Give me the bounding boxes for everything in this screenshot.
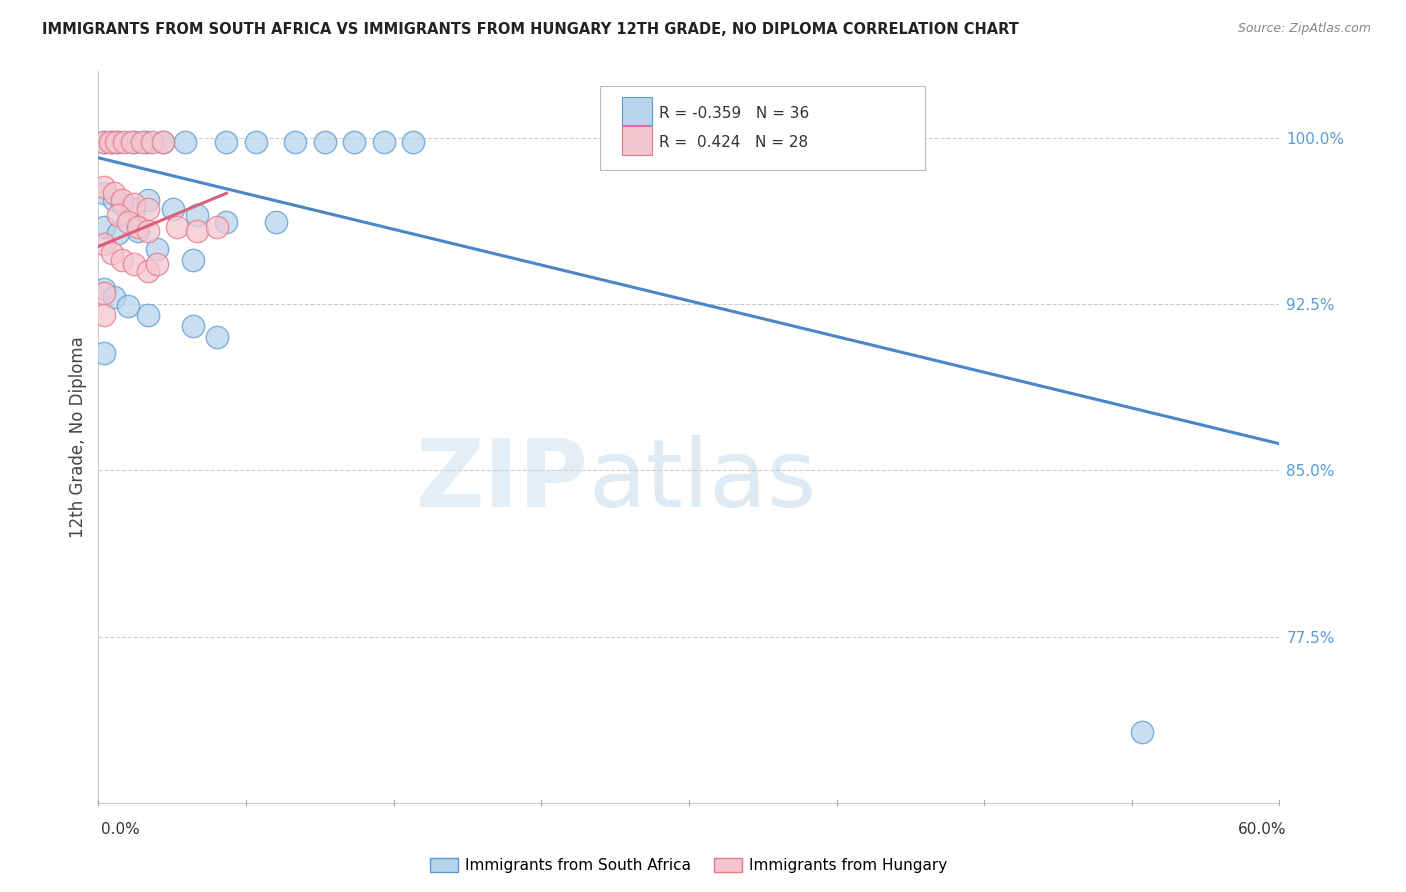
Point [103,290,125,304]
Point [93,179,115,194]
Point [105,136,128,150]
Point [127,219,149,234]
Point [93,186,115,201]
Point [111,252,134,267]
Point [162,202,184,216]
FancyBboxPatch shape [621,97,652,126]
Point [122,257,145,271]
Point [93,219,115,234]
FancyBboxPatch shape [600,86,925,170]
Point [122,136,145,150]
Point [215,136,238,150]
Point [343,136,366,150]
Point [284,136,307,150]
Point [152,136,174,150]
Point [111,197,134,211]
Text: 60.0%: 60.0% [1239,822,1286,837]
Point [373,136,395,150]
Point [136,193,159,207]
Point [186,209,208,223]
Y-axis label: 12th Grade, No Diploma: 12th Grade, No Diploma [69,336,87,538]
Point [215,215,238,229]
Point [174,136,197,150]
Point [93,346,115,360]
Text: ZIP: ZIP [416,435,589,527]
Point [121,136,143,150]
Point [122,197,145,211]
Text: IMMIGRANTS FROM SOUTH AFRICA VS IMMIGRANTS FROM HUNGARY 12TH GRADE, NO DIPLOMA C: IMMIGRANTS FROM SOUTH AFRICA VS IMMIGRAN… [42,22,1019,37]
Point [117,299,139,313]
FancyBboxPatch shape [621,126,652,154]
Point [136,308,159,322]
Point [314,136,336,150]
Point [205,330,228,344]
Text: R =  0.424   N = 28: R = 0.424 N = 28 [659,135,808,150]
Point [245,136,267,150]
Point [93,136,115,150]
Text: R = -0.359   N = 36: R = -0.359 N = 36 [659,105,810,120]
Point [117,215,139,229]
Point [152,136,174,150]
Point [186,224,208,238]
Point [136,224,159,238]
Point [101,136,124,150]
Point [93,237,115,252]
Point [112,136,135,150]
Point [107,209,129,223]
Point [93,282,115,296]
Point [93,285,115,300]
Point [93,308,115,322]
Point [146,242,169,256]
Point [136,264,159,278]
Point [135,136,157,150]
Point [264,215,287,229]
Point [146,257,169,271]
Point [141,136,163,150]
Point [181,319,204,334]
Point [127,224,149,238]
Point [1130,724,1153,739]
Text: Source: ZipAtlas.com: Source: ZipAtlas.com [1237,22,1371,36]
Point [107,226,129,240]
Point [103,186,125,201]
Point [98,136,121,150]
Point [402,136,425,150]
Point [166,219,188,234]
Text: atlas: atlas [589,435,817,527]
Text: 0.0%: 0.0% [101,822,141,837]
Point [136,202,159,216]
Point [205,219,228,234]
Point [93,136,115,150]
Point [111,193,134,207]
Point [101,246,124,260]
Point [103,193,125,207]
Point [122,202,145,216]
Point [181,252,204,267]
Legend: Immigrants from South Africa, Immigrants from Hungary: Immigrants from South Africa, Immigrants… [425,852,953,880]
Point [107,136,129,150]
Point [131,136,153,150]
